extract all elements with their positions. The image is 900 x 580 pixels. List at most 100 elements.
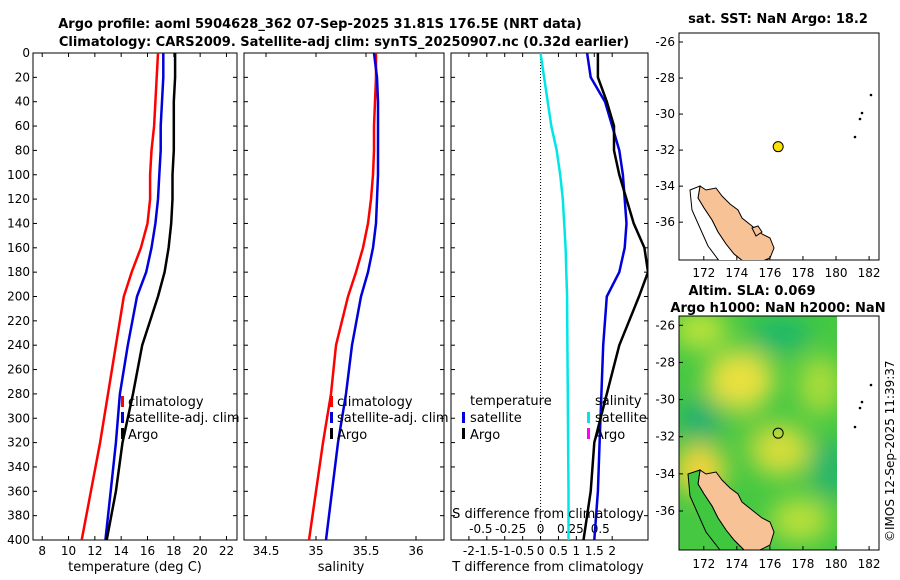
map-ytick-label: -30 xyxy=(655,107,675,121)
legend-swatch-s-satellite xyxy=(587,412,590,423)
salinity-legend: climatology satellite-adj. clim Argo xyxy=(330,395,449,443)
ytick-label: 80 xyxy=(15,143,30,157)
ytick-label: 320 xyxy=(7,436,30,450)
temperature-xlabel: temperature (deg C) xyxy=(68,560,202,575)
argo-position-marker xyxy=(772,427,784,439)
island-dot xyxy=(860,111,864,115)
map-xtick-label: 180 xyxy=(825,557,848,571)
ytick-label: 220 xyxy=(7,314,30,328)
xtick-label: 36 xyxy=(408,544,423,558)
difference-panel: -2 -1.5 -1 -0.5 0 0.5 1 1.5 2 -0.5 -0.25 0 0.25 0.5 … xyxy=(450,52,649,575)
series-line xyxy=(80,53,160,540)
legend-s-satellite: satellite xyxy=(595,411,647,426)
sla-map: Altim. SLA: 0.069 Argo h1000: NaN h2000:… xyxy=(655,284,885,571)
legend-t-satellite: satellite xyxy=(470,411,522,426)
ytick-label: 240 xyxy=(7,338,30,352)
map-xtick-label: 176 xyxy=(758,266,781,280)
legend-swatch-argo xyxy=(330,428,333,439)
temperature-panel: 0 20 40 60 80 100 120 140 160 180 200 220 240 260 280 3… xyxy=(7,46,240,575)
top-xtick-label: 0.25 xyxy=(557,522,584,536)
legend-swatch-t-satellite xyxy=(462,412,465,423)
map-xtick-label: 172 xyxy=(692,557,715,571)
ytick-label: 260 xyxy=(7,363,30,377)
legend-swatch-argo xyxy=(121,428,124,439)
xtick-label: 12 xyxy=(87,544,102,558)
island-dot xyxy=(869,93,873,97)
series-line xyxy=(307,53,378,540)
sst-land xyxy=(689,93,873,260)
sst-map-title: sat. SST: NaN Argo: 18.2 xyxy=(688,12,868,27)
map-ytick-label: -26 xyxy=(655,318,675,332)
series-line xyxy=(539,53,570,540)
top-xtick-label: -0.25 xyxy=(495,522,526,536)
ytick-label: 20 xyxy=(15,70,30,84)
ytick-label: 280 xyxy=(7,387,30,401)
legend-swatch-climatology xyxy=(121,396,124,407)
xtick-label: -0.5 xyxy=(511,544,534,558)
xtick-label: 1.5 xyxy=(585,544,604,558)
legend-s-argo: Argo xyxy=(595,428,625,443)
salinity-xticks: 34.5 35 35.5 36 xyxy=(253,53,424,558)
map-xtick-label: 180 xyxy=(825,266,848,280)
ytick-label: 140 xyxy=(7,216,30,230)
difference-legend: temperature satellite Argo salinity sate… xyxy=(462,394,647,443)
ytick-label: 180 xyxy=(7,265,30,279)
sst-map-yticks: -26 -28 -30 -32 -34 -36 xyxy=(655,35,683,229)
salinity-xlabel: salinity xyxy=(318,560,365,575)
sla-map-title-line2: Argo h1000: NaN h2000: NaN xyxy=(670,301,885,316)
legend-swatch-satellite xyxy=(121,412,124,423)
difference-xlabel: T difference from climatology xyxy=(451,560,644,575)
map-xtick-label: 174 xyxy=(725,266,748,280)
ytick-label: 200 xyxy=(7,290,30,304)
map-xtick-label: 182 xyxy=(858,266,881,280)
series-line xyxy=(104,53,165,540)
map-xtick-label: 178 xyxy=(792,266,815,280)
xtick-label: 0 xyxy=(537,544,545,558)
legend-swatch-s-argo xyxy=(587,428,590,439)
series-line xyxy=(324,53,380,540)
xtick-label: 16 xyxy=(140,544,155,558)
salinity-axes xyxy=(243,52,445,541)
map-ytick-label: -28 xyxy=(655,355,675,369)
difference-lines xyxy=(539,53,648,540)
ytick-label: 60 xyxy=(15,119,30,133)
map-ytick-label: -28 xyxy=(655,71,675,85)
ytick-label: 120 xyxy=(7,192,30,206)
legend-argo: Argo xyxy=(337,428,367,443)
xtick-label: 22 xyxy=(219,544,234,558)
series-line xyxy=(105,53,177,540)
xtick-label: 34.5 xyxy=(253,544,280,558)
xtick-label: 18 xyxy=(166,544,181,558)
sst-map: sat. SST: NaN Argo: 18.2 172 174 176 178 180… xyxy=(655,12,880,280)
map-ytick-label: -34 xyxy=(655,179,675,193)
legend-swatch-t-argo xyxy=(462,428,465,439)
temperature-legend: climatology satellite-adj. clim Argo xyxy=(121,395,240,443)
legend-argo: Argo xyxy=(128,428,158,443)
map-ytick-label: -36 xyxy=(655,504,675,518)
sla-map-axes xyxy=(678,315,880,551)
sla-map-title-line1: Altim. SLA: 0.069 xyxy=(689,284,816,299)
xtick-label: -1 xyxy=(499,544,511,558)
map-ytick-label: -34 xyxy=(655,467,675,481)
legend-climatology: climatology xyxy=(128,395,204,410)
top-xtick-label: -0.5 xyxy=(469,522,492,536)
ytick-label: 360 xyxy=(7,484,30,498)
sla-anomaly-blobs xyxy=(679,316,837,542)
xtick-label: 10 xyxy=(61,544,76,558)
temperature-lines xyxy=(80,53,177,540)
imos-watermark: ©IMOS 12-Sep-2025 11:39:37 xyxy=(883,360,897,542)
difference-xticks: -2 -1.5 -1 -0.5 0 0.5 1 1.5 2 xyxy=(463,53,616,558)
sla-field xyxy=(679,316,837,550)
ytick-label: 0 xyxy=(22,46,30,60)
island-dot xyxy=(858,406,862,410)
xtick-label: 20 xyxy=(193,544,208,558)
map-ytick-label: -30 xyxy=(655,393,675,407)
map-ytick-label: -32 xyxy=(655,430,675,444)
xtick-label: 35 xyxy=(308,544,323,558)
legend-t-argo: Argo xyxy=(470,428,500,443)
ytick-label: 160 xyxy=(7,241,30,255)
ytick-label: 40 xyxy=(15,95,30,109)
legend-satellite: satellite-adj. clim xyxy=(337,411,449,426)
xtick-label: 0.5 xyxy=(549,544,568,558)
